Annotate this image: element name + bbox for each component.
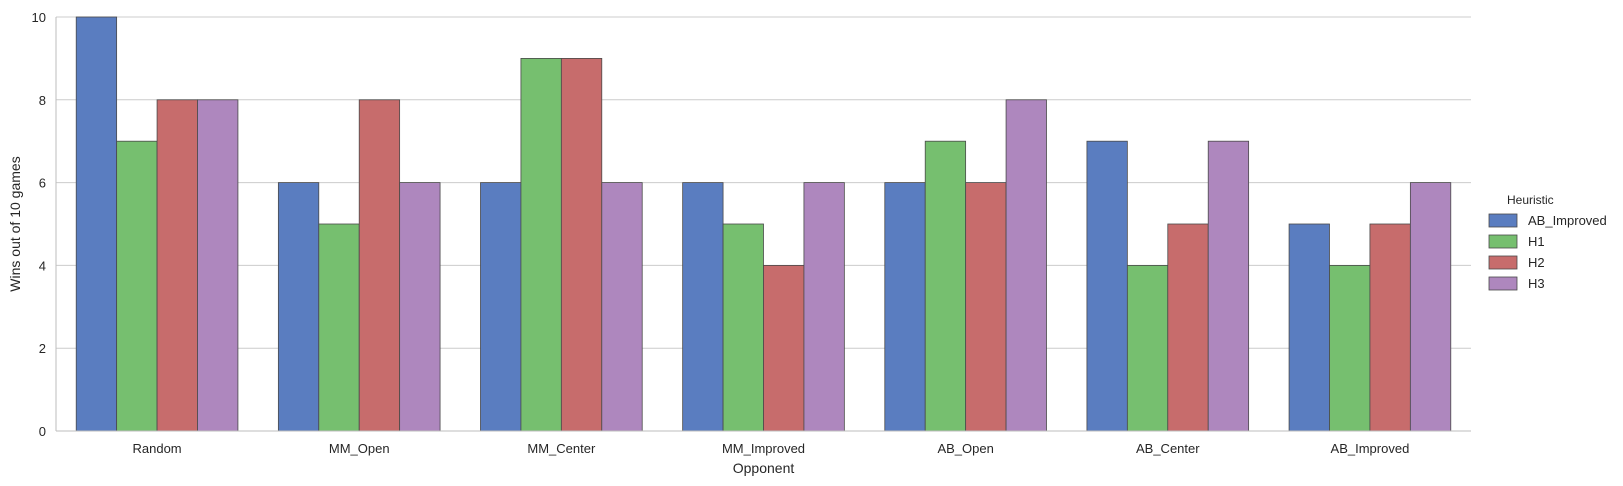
bars xyxy=(75,16,1452,432)
bar-h3-ab-open xyxy=(1005,99,1047,432)
y-tick-label: 2 xyxy=(39,341,46,356)
legend-swatch xyxy=(1488,234,1518,249)
x-ticks: Random MM_Open MM_Center MM_Improved AB_Open… xyxy=(133,441,1410,456)
x-axis-label: Opponent xyxy=(733,460,795,476)
legend-swatch xyxy=(1488,213,1518,228)
legend-label: H1 xyxy=(1528,234,1545,249)
x-tick-label: AB_Open xyxy=(937,441,993,456)
bar-h1-ab-center xyxy=(1126,264,1169,432)
bar-ab-improved-ab-improved xyxy=(1288,223,1330,432)
bar-h1-ab-open xyxy=(924,140,967,432)
y-tick-label: 6 xyxy=(39,176,46,191)
y-tick-label: 10 xyxy=(32,10,46,25)
x-tick-label: AB_Center xyxy=(1136,441,1200,456)
axes xyxy=(55,17,1471,432)
y-axis-label: Wins out of 10 games xyxy=(7,156,23,291)
bar-h3-ab-improved xyxy=(1409,182,1452,432)
legend-swatch xyxy=(1488,255,1518,270)
bar-ab-improved-ab-center xyxy=(1086,140,1128,432)
bar-h3-random xyxy=(197,99,239,432)
bar-h1-mm-center xyxy=(520,58,562,432)
legend-label: AB_Improved xyxy=(1528,213,1607,228)
bar-ab-improved-ab-open xyxy=(884,182,926,432)
bar-ab-improved-mm-open xyxy=(277,182,320,432)
bar-h2-ab-open xyxy=(965,182,1007,432)
legend-title: Heuristic xyxy=(1507,193,1554,207)
x-tick-label: MM_Open xyxy=(329,441,390,456)
x-tick-label: MM_Center xyxy=(527,441,596,456)
bar-h1-random xyxy=(116,140,158,432)
bar-h2-random xyxy=(156,99,198,432)
legend-label: H2 xyxy=(1528,255,1545,270)
y-tick-label: 0 xyxy=(39,424,46,439)
bar-h1-mm-improved xyxy=(722,223,764,432)
legend-label: H3 xyxy=(1528,276,1545,291)
bar-h3-mm-open xyxy=(399,182,441,432)
x-tick-label: AB_Improved xyxy=(1331,441,1410,456)
bar-ab-improved-mm-center xyxy=(480,182,522,432)
bar-h2-ab-improved xyxy=(1369,223,1411,432)
bar-h1-ab-improved xyxy=(1329,264,1371,432)
bar-h2-mm-improved xyxy=(763,264,805,432)
bar-h1-mm-open xyxy=(318,223,360,432)
y-tick-label: 4 xyxy=(39,258,46,273)
y-ticks: 0 2 4 6 8 10 xyxy=(32,10,46,439)
bar-h2-mm-open xyxy=(358,99,401,432)
bar-h3-ab-center xyxy=(1207,140,1250,432)
bar-h3-mm-improved xyxy=(803,182,845,432)
y-tick-label: 8 xyxy=(39,93,46,108)
bar-ab-improved-mm-improved xyxy=(682,182,724,432)
bar-ab-improved-random xyxy=(75,16,118,432)
bar-h2-ab-center xyxy=(1167,223,1209,432)
legend-swatch xyxy=(1488,276,1518,291)
x-tick-label: Random xyxy=(133,441,182,456)
x-tick-label: MM_Improved xyxy=(722,441,805,456)
bar-h3-mm-center xyxy=(601,182,643,432)
bar-h2-mm-center xyxy=(560,58,603,432)
legend: Heuristic AB_Improved H1 H2 H3 xyxy=(1488,193,1607,291)
